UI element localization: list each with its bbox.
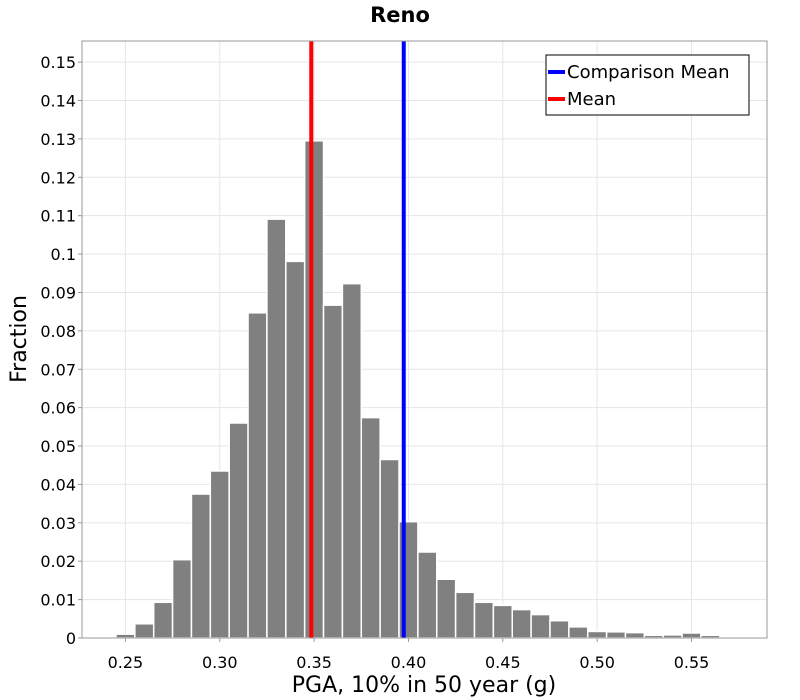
histogram-bar <box>360 416 381 639</box>
histogram-bar <box>436 578 457 639</box>
histogram-bar <box>586 630 608 639</box>
y-tick-label: 0 <box>66 629 76 648</box>
x-axis-ticks: 0.25 0.30 0.35 0.40 0.45 0.50 0.55 <box>108 638 710 672</box>
histogram-bar <box>681 632 702 639</box>
y-tick-label: 0.11 <box>40 207 76 226</box>
y-tick-label: 0.1 <box>51 245 76 264</box>
x-tick-label: 0.25 <box>108 653 144 672</box>
y-axis-title: Fraction <box>7 295 32 383</box>
histogram-bar <box>379 458 400 639</box>
histogram-bar <box>322 304 344 639</box>
x-tick-label: 0.50 <box>579 653 615 672</box>
histogram-bar <box>341 282 363 639</box>
y-axis-ticks: 0 0.01 0.02 0.03 0.04 0.05 0.06 0.07 0.08 0.09 0.1… <box>40 53 82 648</box>
histogram-bar <box>605 631 627 639</box>
histogram-bar <box>266 218 287 639</box>
histogram-bar <box>115 633 136 639</box>
y-tick-label: 0.01 <box>40 591 76 610</box>
x-axis-title: PGA, 10% in 50 year (g) <box>292 673 556 698</box>
plot-area-frame <box>81 40 768 639</box>
histogram-bar <box>190 493 212 639</box>
histogram-bar <box>530 613 551 639</box>
y-tick-label: 0.05 <box>40 437 76 456</box>
legend-label-comparison-mean: Comparison Mean <box>567 62 730 83</box>
histogram-bars <box>96 140 759 639</box>
chart-title: Reno <box>370 3 430 27</box>
x-tick-label: 0.45 <box>485 653 521 672</box>
histogram-bar <box>568 626 589 639</box>
y-tick-label: 0.12 <box>40 168 76 187</box>
histogram-bar <box>303 140 325 639</box>
histogram-bar <box>152 601 174 639</box>
y-tick-label: 0.04 <box>40 475 76 494</box>
histogram-bar <box>247 312 268 639</box>
histogram-bar <box>417 551 438 639</box>
grid <box>82 41 767 639</box>
y-tick-label: 0.15 <box>40 53 76 72</box>
y-tick-label: 0.02 <box>40 552 76 571</box>
histogram-bar <box>171 558 193 639</box>
histogram-bar <box>473 601 495 639</box>
histogram-bar <box>549 619 570 639</box>
histogram-bar <box>511 608 532 639</box>
y-tick-label: 0.03 <box>40 514 76 533</box>
y-tick-label: 0.06 <box>40 399 76 418</box>
histogram-bar <box>285 260 306 639</box>
mean-lines <box>309 41 406 638</box>
histogram-bar <box>454 591 476 639</box>
histogram-bar <box>228 422 249 639</box>
x-tick-label: 0.40 <box>391 653 427 672</box>
histogram-bar <box>209 470 230 639</box>
y-tick-label: 0.08 <box>40 322 76 341</box>
x-tick-label: 0.35 <box>296 653 332 672</box>
y-tick-label: 0.13 <box>40 130 76 149</box>
y-tick-label: 0.09 <box>40 283 76 302</box>
histogram-bar <box>624 631 646 639</box>
legend: Comparison Mean Mean <box>545 54 750 116</box>
histogram-bar <box>134 623 155 639</box>
x-tick-label: 0.30 <box>202 653 238 672</box>
y-tick-label: 0.14 <box>40 92 76 111</box>
y-tick-label: 0.07 <box>40 360 76 379</box>
legend-box <box>545 54 750 116</box>
x-tick-label: 0.55 <box>674 653 710 672</box>
histogram-bar <box>492 604 513 639</box>
legend-label-mean: Mean <box>567 89 616 110</box>
